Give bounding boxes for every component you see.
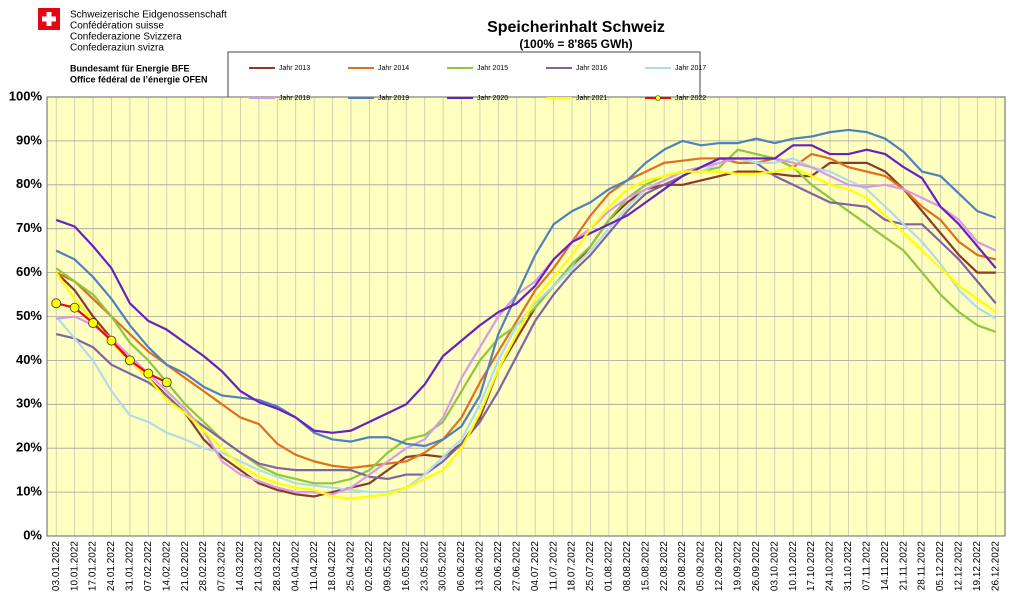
x-tick-label: 23.05.2022 xyxy=(419,541,430,591)
x-tick-label: 05.09.2022 xyxy=(696,541,707,591)
y-tick-label: 70% xyxy=(16,220,42,235)
point-marker xyxy=(106,335,117,346)
x-tick-label: 07.11.2022 xyxy=(861,541,872,591)
x-tick-label: 07.02.2022 xyxy=(143,541,154,591)
x-tick-label: 13.06.2022 xyxy=(475,541,486,591)
legend-label: Jahr 2014 xyxy=(378,65,409,72)
x-tick-label: 08.08.2022 xyxy=(622,541,633,591)
x-tick-label: 09.05.2022 xyxy=(382,541,393,591)
x-tick-label: 10.10.2022 xyxy=(788,541,799,591)
legend-label: Jahr 2022 xyxy=(675,95,706,102)
x-tick-label: 10.01.2022 xyxy=(69,541,80,591)
x-tick-label: 04.04.2022 xyxy=(290,541,301,591)
y-tick-label: 30% xyxy=(16,396,42,411)
legend-label: Jahr 2020 xyxy=(477,95,508,102)
y-tick-label: 100% xyxy=(9,88,43,103)
legend-label: Jahr 2019 xyxy=(378,95,409,102)
x-tick-label: 21.11.2022 xyxy=(898,541,909,591)
y-tick-label: 0% xyxy=(23,527,42,542)
header-line: Confédération suisse xyxy=(70,21,164,32)
header-line: Confederazione Svizzera xyxy=(70,32,182,43)
x-tick-label: 28.02.2022 xyxy=(198,541,209,591)
header-line: Confederaziun svizra xyxy=(70,43,164,54)
x-tick-label: 14.11.2022 xyxy=(880,541,891,591)
plot-border xyxy=(46,96,1006,537)
y-tick-label: 90% xyxy=(16,132,42,147)
x-tick-label: 02.05.2022 xyxy=(364,541,375,591)
x-tick-label: 06.06.2022 xyxy=(456,541,467,591)
x-tick-label: 25.07.2022 xyxy=(585,541,596,591)
x-tick-label: 26.09.2022 xyxy=(751,541,762,591)
x-tick-label: 31.01.2022 xyxy=(125,541,136,591)
legend-marker xyxy=(655,95,661,101)
x-tick-label: 29.08.2022 xyxy=(677,541,688,591)
x-tick-label: 11.07.2022 xyxy=(548,541,559,591)
x-tick-label: 16.05.2022 xyxy=(401,541,412,591)
series-line xyxy=(56,157,997,496)
office-line: Office fédéral de l’énergie OFEN xyxy=(70,74,208,84)
x-tick-label: 14.03.2022 xyxy=(235,541,246,591)
legend-label: Jahr 2015 xyxy=(477,65,508,72)
x-tick-label: 21.02.2022 xyxy=(180,541,191,591)
x-tick-label: 04.07.2022 xyxy=(530,541,541,591)
legend-label: Jahr 2013 xyxy=(279,65,310,72)
x-tick-label: 30.05.2022 xyxy=(438,541,449,591)
x-tick-label: 27.06.2022 xyxy=(511,541,522,591)
chart-title: Speicherinhalt Schweiz xyxy=(487,19,665,36)
x-tick-label: 19.09.2022 xyxy=(733,541,744,591)
series-line xyxy=(55,152,997,470)
x-tick-label: 25.04.2022 xyxy=(346,541,357,591)
y-tick-label: 40% xyxy=(16,352,42,367)
legend-label: Jahr 2017 xyxy=(675,65,706,72)
series-line xyxy=(55,166,997,500)
x-tick-label: 19.12.2022 xyxy=(972,541,983,591)
x-tick-label: 11.04.2022 xyxy=(309,541,320,591)
x-tick-label: 03.01.2022 xyxy=(51,541,62,591)
header-line: Schweizerische Eidgenossenschaft xyxy=(70,10,227,21)
point-marker xyxy=(88,318,98,328)
x-tick-label: 18.04.2022 xyxy=(327,541,338,591)
x-tick-label: 03.10.2022 xyxy=(769,541,780,591)
x-tick-label: 17.01.2022 xyxy=(88,541,99,591)
x-tick-label: 20.06.2022 xyxy=(493,541,504,591)
x-tick-label: 15.08.2022 xyxy=(640,541,651,591)
y-tick-label: 20% xyxy=(16,440,42,455)
chart-subtitle: (100% = 8'865 GWh) xyxy=(519,37,632,51)
x-tick-label: 26.12.2022 xyxy=(990,541,1001,591)
x-tick-label: 21.03.2022 xyxy=(254,541,265,591)
y-tick-label: 10% xyxy=(16,484,42,499)
flag-cross xyxy=(42,16,56,22)
series-line xyxy=(55,157,997,481)
legend-label: Jahr 2021 xyxy=(576,95,607,102)
point-marker xyxy=(125,355,135,366)
point-marker xyxy=(69,302,80,313)
x-tick-label: 22.08.2022 xyxy=(659,541,670,591)
y-tick-label: 50% xyxy=(16,308,42,323)
x-tick-label: 12.12.2022 xyxy=(954,541,965,591)
x-tick-label: 24.01.2022 xyxy=(106,541,117,591)
x-tick-label: 31.10.2022 xyxy=(843,541,854,591)
x-tick-label: 14.02.2022 xyxy=(161,541,172,591)
x-tick-label: 05.12.2022 xyxy=(935,541,946,591)
legend-label: Jahr 2018 xyxy=(279,95,310,102)
point-marker xyxy=(51,298,62,309)
y-tick-label: 60% xyxy=(16,264,42,279)
y-tick-label: 80% xyxy=(16,176,42,191)
series-line xyxy=(55,144,997,434)
series-line xyxy=(55,128,997,448)
x-tick-label: 01.08.2022 xyxy=(604,541,615,591)
x-tick-label: 28.03.2022 xyxy=(272,541,283,591)
x-tick-label: 17.10.2022 xyxy=(806,541,817,591)
x-tick-label: 28.11.2022 xyxy=(917,541,928,591)
point-marker xyxy=(161,377,172,388)
office-line: Bundesamt für Energie BFE xyxy=(70,63,190,73)
legend-label: Jahr 2016 xyxy=(576,65,607,72)
x-tick-label: 24.10.2022 xyxy=(825,541,836,591)
x-tick-label: 12.09.2022 xyxy=(714,541,725,591)
x-tick-label: 07.03.2022 xyxy=(217,541,228,591)
x-tick-label: 18.07.2022 xyxy=(567,541,578,591)
point-marker xyxy=(143,368,154,379)
